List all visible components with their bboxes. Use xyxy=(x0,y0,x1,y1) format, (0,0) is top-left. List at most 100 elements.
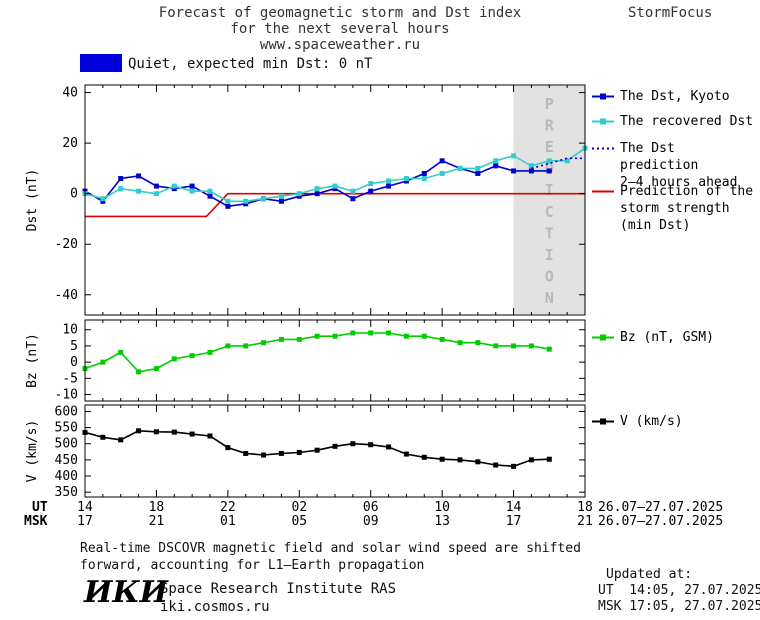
legend-label-line: (min Dst) xyxy=(620,218,691,233)
line-marker-icon xyxy=(592,93,614,100)
panel-border xyxy=(84,319,586,402)
storm-level-swatch-rect xyxy=(80,54,122,72)
iki-logo: ИКИ xyxy=(84,575,168,610)
status-banner-text: Quiet, expected min Dst: 0 nT xyxy=(128,56,373,72)
svg-text:09: 09 xyxy=(363,514,379,529)
svg-text:450: 450 xyxy=(55,453,78,468)
line-marker-icon xyxy=(592,334,614,341)
footnote-line-1: Real-time DSCOVR magnetic field and sola… xyxy=(80,541,581,556)
svg-text:400: 400 xyxy=(55,469,78,484)
svg-text:05: 05 xyxy=(291,514,307,529)
svg-text:600: 600 xyxy=(55,404,78,419)
svg-text:-20: -20 xyxy=(55,237,78,252)
series-the-dst-prediction-2-4-hours-ahead xyxy=(531,157,585,170)
updated-ut: UT 14:05, 27.07.2025 xyxy=(598,583,760,598)
title-line-2: for the next several hours xyxy=(230,21,450,37)
storm-level-swatch-icon xyxy=(80,54,122,72)
svg-text:500: 500 xyxy=(55,437,78,452)
title-line-3: www.spaceweather.ru xyxy=(259,37,421,53)
status-banner xyxy=(80,54,122,76)
svg-text:14: 14 xyxy=(77,500,93,515)
series-prediction-of-the-storm-strength-min-dst- xyxy=(85,192,585,218)
legend-label: The recovered Dst xyxy=(620,113,753,130)
svg-text:350: 350 xyxy=(55,485,78,500)
line-marker-icon xyxy=(592,418,614,425)
prediction-band xyxy=(513,86,585,314)
series-the-recovered-dst xyxy=(82,145,588,204)
svg-text:-5: -5 xyxy=(62,371,78,386)
svg-text:I: I xyxy=(545,246,554,264)
ut-date-range: 26.07–27.07.2025 xyxy=(598,500,724,515)
institute-name: Space Research Institute RAS xyxy=(160,581,397,597)
svg-text:T: T xyxy=(545,224,554,242)
svg-text:P: P xyxy=(545,95,554,113)
svg-text:14: 14 xyxy=(506,500,522,515)
svg-text:10: 10 xyxy=(434,500,450,515)
legend-label-line: The recovered Dst xyxy=(620,114,754,129)
legend-label: The Dst, Kyoto xyxy=(620,88,730,105)
svg-text:Bz (nT): Bz (nT) xyxy=(25,333,40,388)
legend-dst-prediction: The Dst prediction 2–4 hours ahead xyxy=(592,140,760,191)
svg-text:18: 18 xyxy=(577,500,593,515)
legend-label-line: V (km/s) xyxy=(620,414,683,429)
msk-row-label: MSK xyxy=(24,514,48,529)
legend-label-line: Prediction of the xyxy=(620,184,754,199)
svg-text:N: N xyxy=(545,289,554,307)
svg-text:0: 0 xyxy=(70,187,78,202)
institute-site: iki.cosmos.ru xyxy=(160,599,270,615)
svg-text:02: 02 xyxy=(291,500,307,515)
svg-text:-40: -40 xyxy=(55,288,78,303)
svg-text:V (km/s): V (km/s) xyxy=(25,420,40,483)
svg-text:22: 22 xyxy=(220,500,236,515)
msk-date-range: 26.07–27.07.2025 xyxy=(598,514,724,529)
brand-stormfocus: StormFocus xyxy=(628,5,713,21)
updated-label: Updated at: xyxy=(606,567,693,582)
legend-dst-kyoto: The Dst, Kyoto xyxy=(592,88,730,105)
line-marker-icon xyxy=(592,118,614,125)
legend-label-line: The Dst prediction xyxy=(620,141,699,173)
series-the-dst-kyoto xyxy=(82,158,552,209)
svg-text:0: 0 xyxy=(70,355,78,370)
legend-recovered-dst: The recovered Dst xyxy=(592,113,753,130)
svg-text:O: O xyxy=(545,267,554,285)
legend-v: V (km/s) xyxy=(592,413,683,430)
svg-text:R: R xyxy=(545,117,555,135)
updated-msk: MSK 17:05, 27.07.2025 xyxy=(598,599,760,614)
footnote: Real-time DSCOVR magnetic field and sola… xyxy=(80,540,581,574)
svg-text:01: 01 xyxy=(220,514,236,529)
legend-marker xyxy=(600,118,606,125)
svg-text:20: 20 xyxy=(62,136,78,151)
legend-marker xyxy=(600,418,606,425)
svg-text:5: 5 xyxy=(70,339,78,354)
legend-marker xyxy=(600,93,606,100)
title-line-1: Forecast of geomagnetic storm and Dst in… xyxy=(158,5,522,21)
legend-storm-strength-prediction: Prediction of the storm strength (min Ds… xyxy=(592,183,753,234)
svg-text:13: 13 xyxy=(434,514,450,529)
legend-label-line: storm strength xyxy=(620,201,730,216)
svg-text:17: 17 xyxy=(506,514,522,529)
legend-label: V (km/s) xyxy=(620,413,683,430)
svg-text:C: C xyxy=(545,203,554,221)
legend-label: The Dst prediction 2–4 hours ahead xyxy=(620,140,760,191)
legend-label-line: Bz (nT, GSM) xyxy=(620,330,714,345)
legend-label-line: The Dst, Kyoto xyxy=(620,89,730,104)
panel-border xyxy=(84,84,586,316)
footnote-line-2: forward, accounting for L1–Earth propaga… xyxy=(80,558,425,573)
svg-text:40: 40 xyxy=(62,86,78,101)
svg-text:Dst (nT): Dst (nT) xyxy=(25,169,40,232)
svg-text:21: 21 xyxy=(149,514,165,529)
svg-text:17: 17 xyxy=(77,514,93,529)
legend-bz: Bz (nT, GSM) xyxy=(592,329,714,346)
page-title: Forecast of geomagnetic storm and Dst in… xyxy=(80,5,600,53)
series-v-km-s- xyxy=(82,428,552,469)
svg-text:I: I xyxy=(545,181,554,199)
svg-text:-10: -10 xyxy=(55,388,78,403)
svg-text:550: 550 xyxy=(55,421,78,436)
legend-label: Bz (nT, GSM) xyxy=(620,329,714,346)
